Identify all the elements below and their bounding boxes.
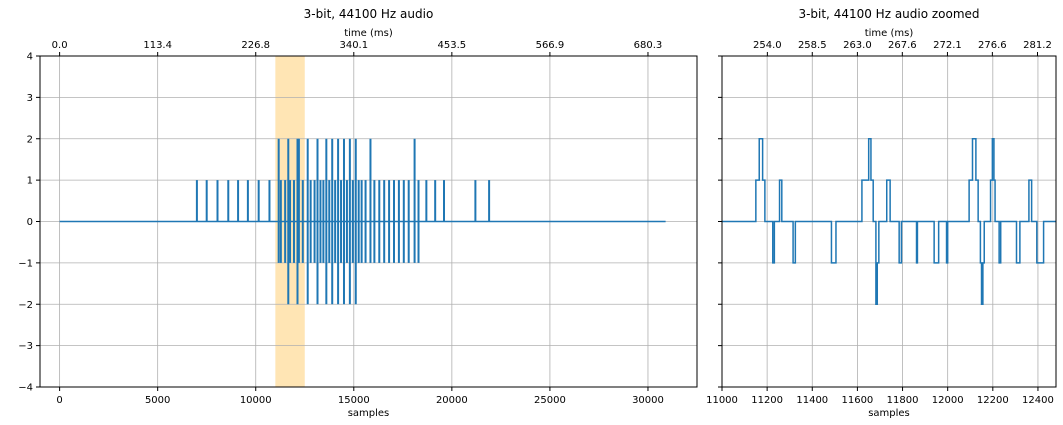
x-tick-label: 12400 (1022, 395, 1054, 406)
y-tick-label: −1 (18, 258, 33, 269)
x2-tick-label: 263.0 (843, 40, 872, 51)
y-tick-label: 3 (27, 93, 33, 104)
chart-title: 3-bit, 44100 Hz audio (304, 7, 434, 21)
x2-tick-label: 113.4 (143, 40, 172, 51)
y-tick-label: −3 (18, 341, 33, 352)
x2-tick-label: 281.2 (1023, 40, 1052, 51)
x-tick-label: 11200 (751, 395, 783, 406)
x-tick-label: 12000 (932, 395, 964, 406)
y-tick-label: 4 (27, 52, 33, 63)
audio-step-line (722, 138, 1056, 305)
zoomed-audio-panel: 11000 11200 11400 11600 11800 12000 12200 12400… (706, 7, 1057, 419)
y-tick-label: −4 (18, 383, 33, 394)
y-tick-label: 0 (27, 217, 33, 228)
top-axis-label: time (ms) (344, 28, 393, 39)
x-tick-label: 30000 (632, 395, 664, 406)
x2-tick-label: 340.1 (339, 40, 368, 51)
y-tick-label: 1 (27, 176, 33, 187)
x-tick-label: 11000 (706, 395, 738, 406)
x-axis-label: samples (868, 408, 910, 419)
x-tick-label: 0 (56, 395, 62, 406)
x2-tick-label: 680.3 (634, 40, 663, 51)
series-group (722, 138, 1056, 305)
x-tick-label: 5000 (145, 395, 170, 406)
x2-tick-label: 453.5 (438, 40, 467, 51)
x-axis-label: samples (348, 408, 390, 419)
series-group (59, 138, 666, 305)
chart-title: 3-bit, 44100 Hz audio zoomed (798, 7, 979, 21)
x2-tick-label: 566.9 (536, 40, 565, 51)
x2-tick-label: 254.0 (753, 40, 782, 51)
x-tick-label: 11400 (796, 395, 828, 406)
y-tick-label: 2 (27, 134, 33, 145)
x-tick-label: 11800 (887, 395, 919, 406)
x-tick-label: 15000 (338, 395, 370, 406)
x2-tick-label: 0.0 (52, 40, 68, 51)
x2-tick-label: 258.5 (798, 40, 827, 51)
top-axis-label: time (ms) (865, 28, 914, 39)
x-tick-label: 25000 (534, 395, 566, 406)
x2-tick-label: 226.8 (241, 40, 270, 51)
y-tick-label: −2 (18, 300, 33, 311)
x-tick-label: 20000 (436, 395, 468, 406)
x2-tick-label: 276.6 (978, 40, 1007, 51)
x-tick-label: 12200 (977, 395, 1009, 406)
x-tick-label: 10000 (240, 395, 272, 406)
x2-tick-label: 272.1 (933, 40, 962, 51)
x2-tick-label: 267.6 (888, 40, 917, 51)
x-tick-label: 11600 (841, 395, 873, 406)
